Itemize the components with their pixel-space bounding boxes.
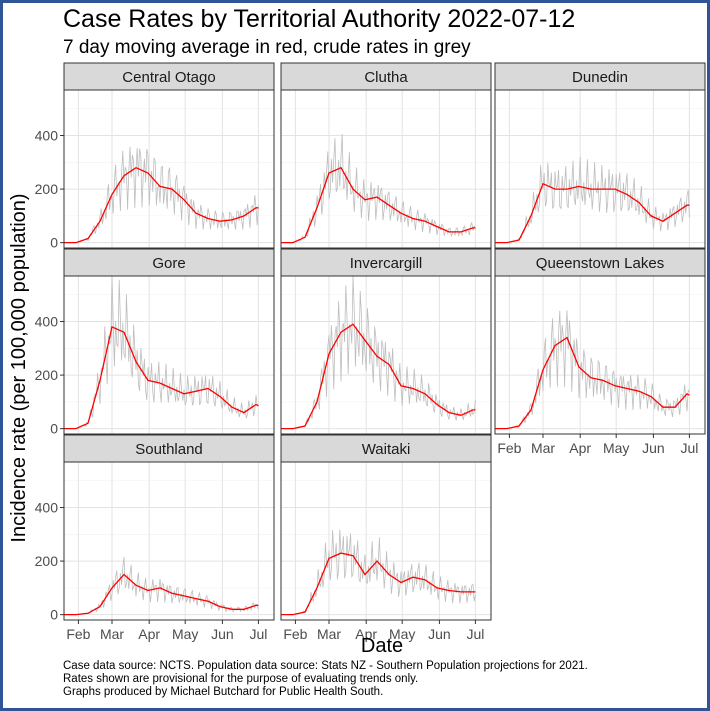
- x-tick-label: Feb: [283, 626, 307, 642]
- y-tick-label: 0: [50, 421, 58, 437]
- x-tick-label: Jun: [642, 440, 665, 456]
- caption-line-1: Case data source: NCTS. Population data …: [63, 660, 588, 672]
- panel-border: [63, 89, 275, 249]
- moving-average-line: [64, 325, 259, 430]
- panel-waitaki: Waitaki Feb Mar Apr May Jun Jul: [280, 434, 492, 642]
- panel-strip-label: Queenstown Lakes: [536, 255, 664, 272]
- panel-border: [280, 275, 492, 435]
- x-axis-label: Date: [361, 635, 403, 657]
- panel-strip: [494, 62, 706, 91]
- panel-strip-label: Waitaki: [362, 441, 411, 458]
- panel-background: [281, 90, 491, 248]
- x-tick-label: Mar: [531, 440, 555, 456]
- x-tick-label: Apr: [138, 626, 160, 642]
- crude-rate-line: [495, 310, 690, 430]
- y-tick-label: 0: [50, 607, 58, 623]
- chart-title: Case Rates by Territorial Authority 2022…: [63, 5, 575, 33]
- chart-subtitle: 7 day moving average in red, crude rates…: [63, 37, 471, 58]
- x-tick-label: Jul: [466, 626, 484, 642]
- panels: Central Otago 0 200 400 Clutha Dunedin Gore 0 20…: [35, 62, 706, 642]
- panel-clutha: Clutha: [280, 62, 492, 249]
- caption-line-3: Graphs produced by Michael Butchard for …: [63, 686, 383, 698]
- moving-average-line: [281, 166, 476, 244]
- panel-strip-label: Central Otago: [122, 69, 215, 86]
- crude-rate-line: [281, 276, 476, 430]
- x-tick-label: Jun: [428, 626, 451, 642]
- panel-invercargill: Invercargill: [280, 248, 492, 435]
- y-tick-label: 200: [35, 367, 59, 383]
- panel-strip: [63, 434, 275, 463]
- panel-background: [495, 90, 705, 248]
- panel-border: [280, 461, 492, 621]
- panel-background: [64, 276, 274, 434]
- x-tick-label: Mar: [100, 626, 124, 642]
- x-tick-label: Feb: [497, 440, 521, 456]
- x-tick-label: May: [389, 626, 415, 642]
- panel-strip: [63, 248, 275, 277]
- moving-average-line: [281, 323, 476, 430]
- x-tick-label: May: [172, 626, 198, 642]
- faceted-line-chart: Case Rates by Territorial Authority 2022…: [8, 5, 706, 698]
- y-tick-label: 0: [50, 235, 58, 251]
- panel-dunedin: Dunedin: [494, 62, 706, 249]
- panel-strip-label: Dunedin: [572, 69, 628, 86]
- panel-border: [63, 461, 275, 621]
- panel-border: [494, 275, 706, 435]
- panel-southland: Southland 0 200 400 Feb Mar Apr May Jun Jul: [35, 434, 275, 642]
- caption-line-2: Rates shown are provisional for the purp…: [63, 673, 418, 685]
- x-tick-label: Apr: [569, 440, 591, 456]
- panel-central-otago: Central Otago 0 200 400: [35, 62, 275, 251]
- x-tick-label: Jul: [249, 626, 267, 642]
- panel-gore: Gore 0 200 400: [35, 248, 275, 437]
- crude-rate-line: [281, 133, 476, 244]
- panel-strip-label: Clutha: [364, 69, 408, 86]
- y-tick-label: 400: [35, 128, 59, 144]
- panel-strip-label: Gore: [152, 255, 185, 272]
- y-tick-label: 400: [35, 314, 59, 330]
- y-axis-label: Incidence rate (per 100,000 population): [8, 193, 30, 542]
- panel-border: [63, 275, 275, 435]
- panel-strip: [63, 62, 275, 91]
- panel-strip: [494, 248, 706, 277]
- panel-strip-label: Southland: [135, 441, 203, 458]
- crude-rate-line: [64, 556, 259, 615]
- moving-average-line: [495, 336, 690, 430]
- x-tick-label: Apr: [355, 626, 377, 642]
- panel-border: [280, 89, 492, 249]
- crude-rate-line: [64, 146, 259, 244]
- chart-frame: Case Rates by Territorial Authority 2022…: [3, 3, 707, 708]
- x-tick-label: Jun: [211, 626, 234, 642]
- panel-strip: [280, 62, 492, 91]
- x-tick-label: Mar: [317, 626, 341, 642]
- moving-average-line: [495, 182, 690, 244]
- panel-background: [64, 462, 274, 620]
- y-tick-label: 200: [35, 553, 59, 569]
- y-tick-label: 200: [35, 181, 59, 197]
- panel-strip-label: Invercargill: [350, 255, 423, 272]
- panel-queenstown-lakes: Queenstown Lakes Feb Mar Apr May Jun Jul: [494, 248, 706, 456]
- panel-border: [494, 89, 706, 249]
- y-tick-label: 400: [35, 500, 59, 516]
- moving-average-line: [281, 552, 476, 616]
- x-tick-label: Feb: [66, 626, 90, 642]
- panel-strip: [280, 248, 492, 277]
- x-tick-label: May: [603, 440, 629, 456]
- moving-average-line: [64, 573, 259, 616]
- x-tick-label: Jul: [680, 440, 698, 456]
- moving-average-line: [64, 166, 259, 244]
